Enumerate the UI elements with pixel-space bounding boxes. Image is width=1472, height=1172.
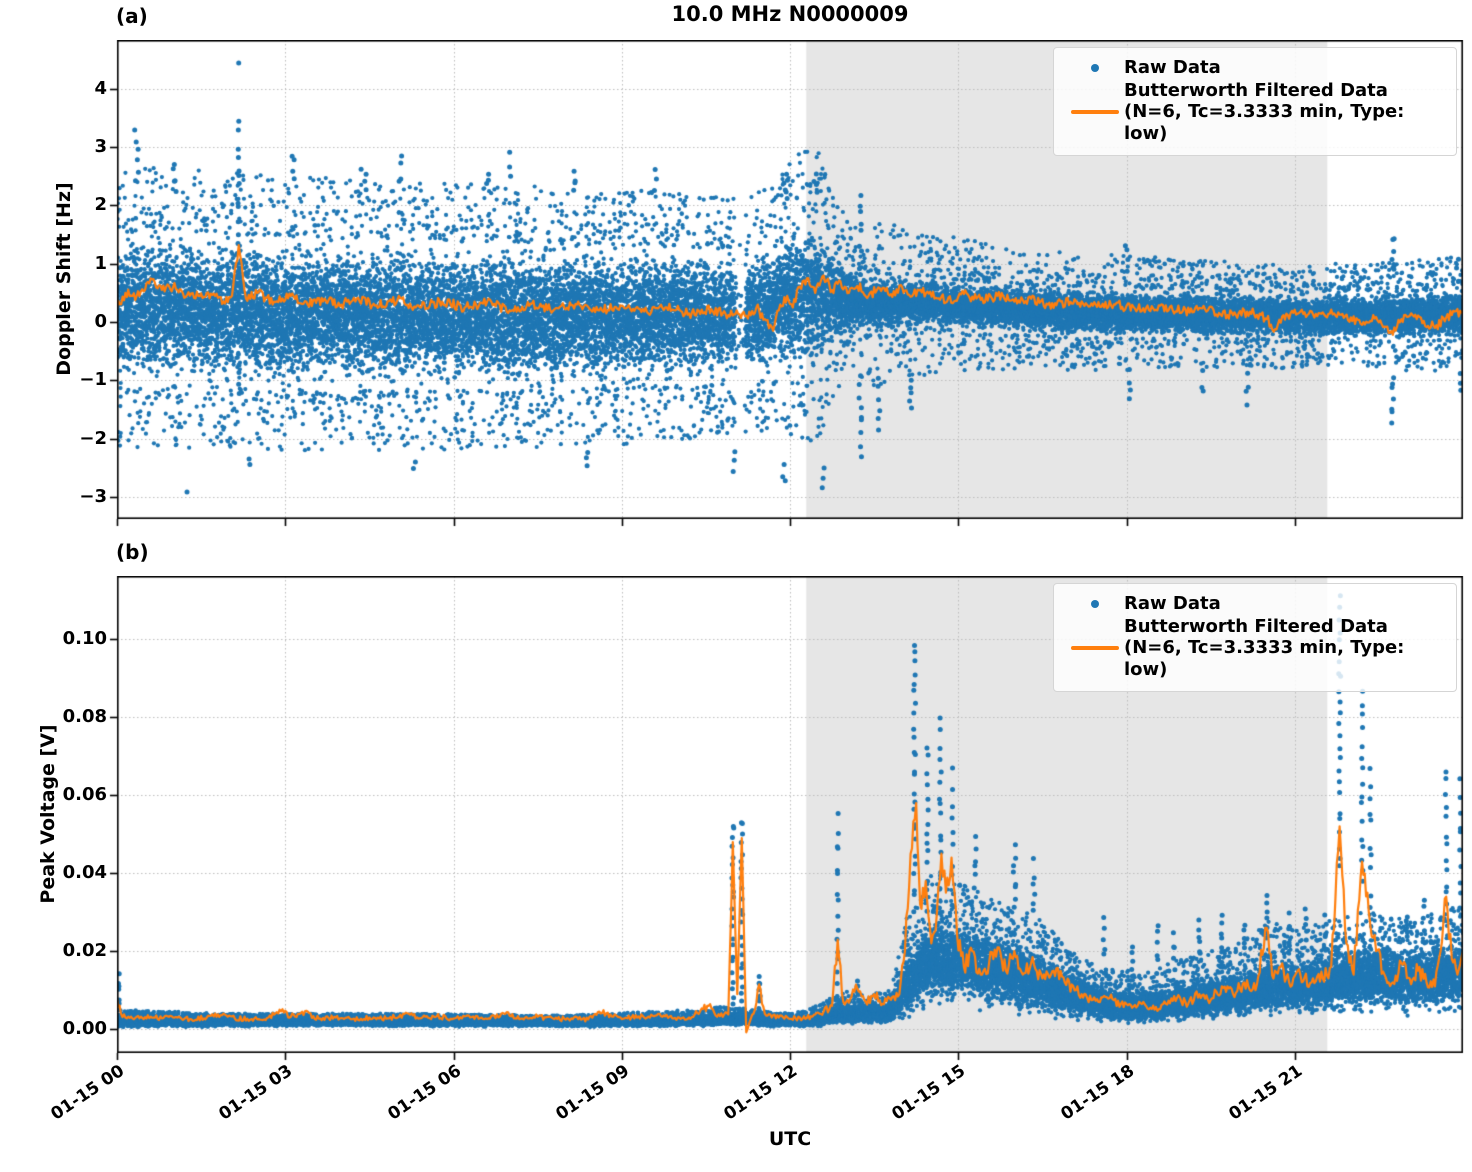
- x-tick-label: 01-15 15: [888, 1061, 970, 1125]
- y-tick-label: 3: [94, 136, 107, 158]
- x-axis-label: UTC: [768, 1128, 812, 1150]
- y-tick-label: −1: [79, 369, 107, 391]
- legend: Raw Data Butterworth Filtered Data (N=6,…: [1053, 583, 1457, 692]
- legend-filtered-label: Butterworth Filtered Data: [1124, 616, 1388, 638]
- legend-raw-label: Raw Data: [1124, 57, 1221, 78]
- y-tick-label: 2: [94, 194, 107, 216]
- legend-raw-entry: Raw Data: [1066, 593, 1444, 614]
- panel-a-label: (a): [116, 4, 148, 28]
- x-tick-label: 01-15 03: [215, 1061, 297, 1125]
- x-tick-label: 01-15 21: [1225, 1061, 1306, 1125]
- raw-data-marker-icon: [1091, 63, 1099, 72]
- panel-b: Raw Data Butterworth Filtered Data (N=6,…: [107, 576, 1465, 1065]
- y-tick-label: −3: [79, 485, 107, 507]
- filtered-data-marker-icon: [1071, 110, 1119, 115]
- y-tick-label: 4: [94, 77, 107, 99]
- y-tick-label: 0.06: [62, 784, 107, 806]
- legend-raw-entry: Raw Data: [1066, 57, 1444, 78]
- legend-filtered-entry: Butterworth Filtered Data (N=6, Tc=3.333…: [1066, 80, 1444, 144]
- legend-filtered-entry: Butterworth Filtered Data (N=6, Tc=3.333…: [1066, 616, 1444, 680]
- panel-b-label: (b): [116, 540, 149, 564]
- y-tick-label: −2: [79, 427, 107, 449]
- raw-data-marker-icon: [1091, 599, 1099, 608]
- x-tick-label: 01-15 00: [47, 1061, 129, 1125]
- y-tick-label: 0.04: [62, 862, 107, 884]
- x-tick-label: 01-15 18: [1056, 1061, 1138, 1125]
- y-tick-label: 0.02: [62, 940, 107, 962]
- y-tick-label: 0.08: [62, 706, 107, 728]
- x-tick-label: 01-15 06: [383, 1061, 465, 1125]
- legend-raw-label: Raw Data: [1124, 593, 1221, 614]
- x-tick-label: 01-15 12: [720, 1061, 802, 1125]
- legend: Raw Data Butterworth Filtered Data (N=6,…: [1053, 47, 1457, 156]
- chart-title: 10.0 MHz N0000009: [671, 2, 909, 26]
- panel-a: Raw Data Butterworth Filtered Data (N=6,…: [107, 40, 1465, 531]
- y-tick-label: 0.10: [62, 628, 107, 650]
- legend-filtered-label: Butterworth Filtered Data: [1124, 80, 1388, 102]
- y-tick-label: 0.00: [62, 1018, 107, 1040]
- legend-filtered-sublabel: (N=6, Tc=3.3333 min, Type: low): [1124, 101, 1405, 144]
- filtered-data-marker-icon: [1071, 646, 1119, 651]
- y-tick-label: 1: [94, 252, 107, 274]
- x-tick-label: 01-15 09: [552, 1061, 633, 1125]
- legend-filtered-sublabel: (N=6, Tc=3.3333 min, Type: low): [1124, 637, 1405, 680]
- y-tick-label: 0: [94, 311, 107, 333]
